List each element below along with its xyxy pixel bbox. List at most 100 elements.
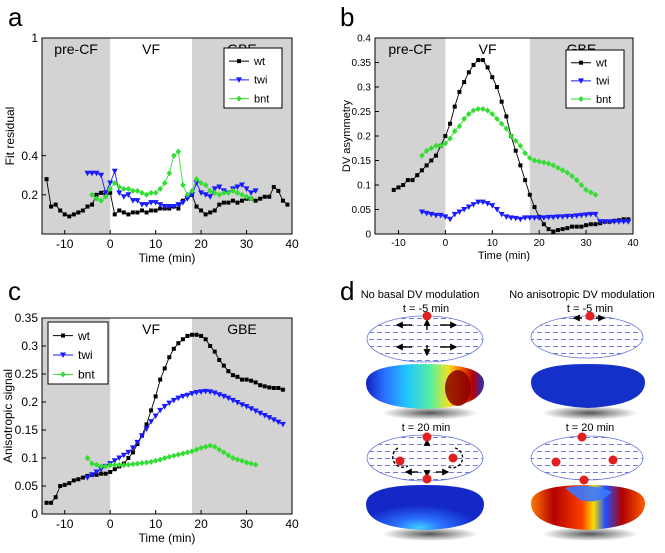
data-point xyxy=(166,204,173,210)
data-point xyxy=(485,65,490,70)
data-point xyxy=(184,191,191,198)
data-point xyxy=(62,212,67,217)
data-point xyxy=(448,121,453,126)
data-point xyxy=(551,229,556,234)
data-point xyxy=(569,213,576,220)
data-point xyxy=(240,377,244,382)
x-tick-label: 30 xyxy=(240,237,254,251)
data-point xyxy=(234,456,241,463)
data-point xyxy=(583,212,590,218)
data-point xyxy=(153,394,158,399)
data-point xyxy=(234,184,241,190)
phase-label: GBE xyxy=(227,321,257,337)
legend-box xyxy=(565,49,625,109)
data-point xyxy=(221,449,227,456)
data-point xyxy=(490,75,495,80)
data-point xyxy=(112,467,117,472)
legend-entry: wt xyxy=(595,58,607,70)
x-tick-label: 20 xyxy=(534,238,546,249)
legend-box xyxy=(47,321,109,385)
data-point xyxy=(240,198,244,203)
data-point xyxy=(162,366,167,371)
y-tick-label: 0.4 xyxy=(21,149,38,163)
data-point xyxy=(476,58,481,63)
data-point xyxy=(279,421,286,428)
data-point xyxy=(125,185,132,192)
data-point xyxy=(121,185,127,192)
x-tick-label: 20 xyxy=(194,237,208,251)
data-point xyxy=(166,170,173,177)
data-point xyxy=(249,378,254,383)
embryo-vector-field xyxy=(530,435,644,481)
data-point xyxy=(429,158,434,163)
data-point xyxy=(89,170,95,177)
data-point xyxy=(470,202,477,208)
data-point xyxy=(53,202,58,207)
x-tick-label: 30 xyxy=(240,517,254,531)
data-point xyxy=(180,337,185,342)
data-point xyxy=(130,187,136,194)
data-point xyxy=(248,460,254,467)
data-point xyxy=(203,337,208,342)
data-point xyxy=(498,120,505,127)
series-bnt xyxy=(89,148,254,204)
data-point xyxy=(498,211,505,218)
data-point xyxy=(202,182,209,188)
data-point xyxy=(121,210,126,215)
data-point xyxy=(579,224,584,229)
data-point xyxy=(401,183,406,187)
data-point xyxy=(252,188,259,194)
data-point xyxy=(44,500,49,505)
data-point xyxy=(593,222,598,227)
data-point xyxy=(583,186,589,193)
data-point xyxy=(93,461,100,468)
data-point xyxy=(179,200,186,206)
data-point xyxy=(208,344,213,348)
y-tick-label: 0.05 xyxy=(352,205,372,216)
data-point xyxy=(225,452,232,459)
data-point xyxy=(587,211,594,218)
data-point xyxy=(126,212,131,217)
data-point xyxy=(161,455,168,461)
data-point xyxy=(276,188,281,193)
data-point xyxy=(456,209,463,215)
data-point xyxy=(148,189,154,196)
y-tick-label: 1 xyxy=(31,31,38,45)
data-point xyxy=(480,106,486,113)
phase-label: pre-CF xyxy=(54,41,98,57)
data-point xyxy=(234,400,241,406)
data-point xyxy=(270,417,277,423)
x-tick-label: 0 xyxy=(107,237,114,251)
data-point xyxy=(166,453,173,460)
data-point xyxy=(504,114,509,119)
data-point xyxy=(176,341,181,346)
data-point xyxy=(129,445,136,451)
data-point xyxy=(248,190,255,196)
data-point xyxy=(532,205,537,210)
data-point xyxy=(541,222,546,227)
data-point xyxy=(134,187,141,194)
data-point xyxy=(541,159,547,166)
data-point xyxy=(235,200,240,205)
data-point xyxy=(189,391,195,397)
data-point xyxy=(601,219,608,225)
data-point xyxy=(570,224,575,229)
data-point xyxy=(559,167,566,174)
y-tick-label: 0.2 xyxy=(21,188,38,202)
data-point xyxy=(89,460,95,467)
data-point xyxy=(116,183,123,190)
series-twi xyxy=(418,199,632,225)
data-point xyxy=(62,482,67,487)
data-point xyxy=(198,180,204,187)
legend-marker xyxy=(237,59,241,64)
data-point xyxy=(184,392,191,399)
y-tick-label: 0.1 xyxy=(21,451,38,465)
data-point xyxy=(94,192,99,197)
data-point xyxy=(202,192,209,198)
col1-title: No basal DV modulation xyxy=(361,289,480,301)
data-point xyxy=(144,210,149,215)
data-point xyxy=(423,210,430,217)
data-point xyxy=(584,223,589,228)
data-point xyxy=(189,192,195,198)
